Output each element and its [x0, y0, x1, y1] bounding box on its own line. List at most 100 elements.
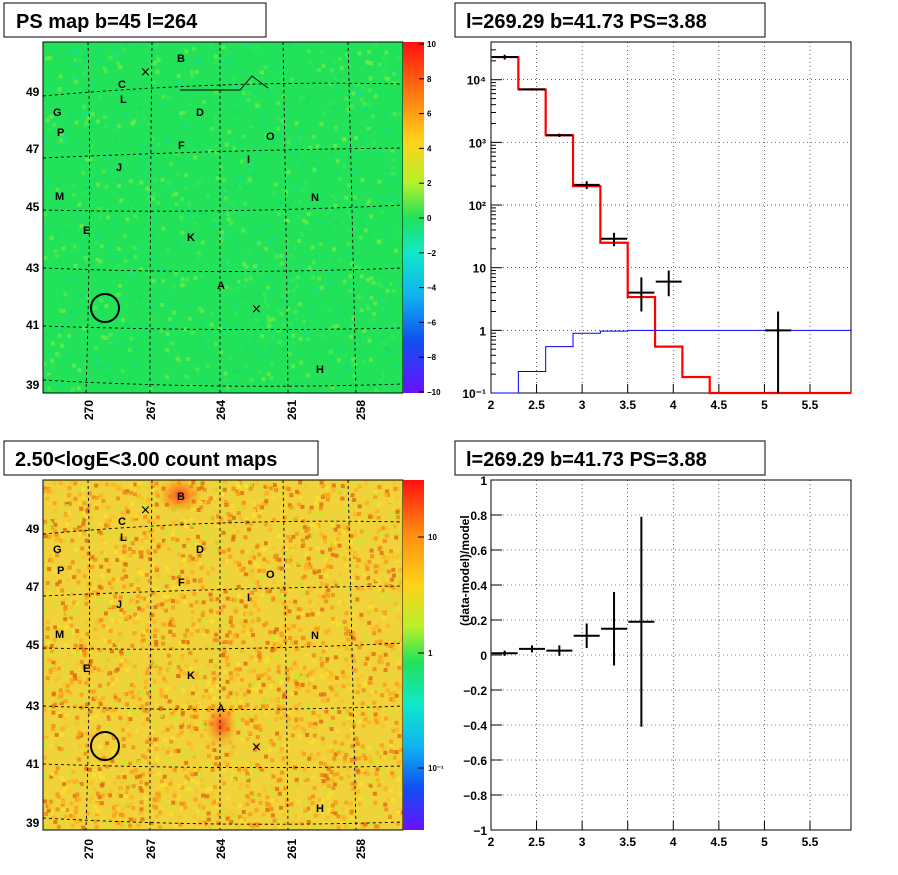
- map-pixel: [63, 715, 68, 720]
- map-pixel: [332, 279, 336, 283]
- map-pixel: [132, 620, 137, 625]
- map-pixel: [321, 779, 326, 783]
- map-pixel: [97, 698, 102, 703]
- map-pixel: [283, 657, 288, 661]
- map-pixel: [369, 548, 374, 553]
- map-pixel: [229, 752, 234, 757]
- map-pixel: [335, 159, 340, 164]
- map-pixel: [72, 212, 77, 217]
- map-pixel: [263, 292, 268, 297]
- map-pixel: [89, 659, 94, 664]
- map-pixel: [161, 94, 166, 99]
- map-pixel: [86, 114, 91, 119]
- map-pixel: [279, 65, 284, 70]
- map-pixel: [194, 625, 199, 630]
- map-pixel: [223, 499, 228, 504]
- map-pixel: [61, 309, 66, 313]
- map-pixel: [336, 750, 341, 755]
- map-pixel: [172, 585, 176, 590]
- map-pixel: [186, 580, 191, 584]
- map-pixel: [298, 382, 303, 387]
- map-pixel: [180, 113, 185, 118]
- map-pixel: [317, 594, 322, 598]
- map-pixel: [172, 793, 177, 798]
- map-pixel: [146, 271, 151, 276]
- map-pixel: [335, 374, 340, 379]
- map-pixel: [145, 628, 150, 633]
- map-pixel: [199, 273, 204, 278]
- map-pixel: [319, 50, 324, 55]
- map-pixel: [148, 387, 153, 392]
- map-pixel: [335, 729, 340, 734]
- map-pixel: [236, 584, 241, 589]
- map-pixel: [141, 753, 145, 758]
- count-map-lat-axis: 49 47 45 43 41 39: [26, 522, 40, 830]
- map-pixel: [115, 820, 120, 825]
- map-pixel: [81, 170, 86, 175]
- map-pixel: [363, 228, 368, 233]
- map-pixel: [52, 123, 57, 128]
- map-pixel: [389, 202, 394, 207]
- map-pixel: [298, 130, 303, 134]
- ps-colorbar-label: 0: [427, 214, 432, 223]
- map-pixel: [164, 758, 169, 763]
- map-pixel: [204, 214, 209, 219]
- map-pixel: [97, 795, 102, 800]
- map-pixel: [59, 747, 64, 752]
- map-pixel: [332, 247, 336, 252]
- map-pixel: [93, 695, 98, 700]
- map-pixel: [365, 656, 370, 661]
- map-pixel: [346, 107, 351, 112]
- map-pixel: [272, 630, 277, 635]
- map-pixel: [208, 592, 213, 597]
- map-pixel: [288, 561, 293, 566]
- map-pixel: [334, 675, 339, 680]
- map-pixel: [353, 533, 358, 537]
- map-pixel: [182, 110, 187, 115]
- map-pixel: [340, 807, 345, 812]
- map-pixel: [181, 688, 186, 693]
- map-pixel: [198, 597, 203, 602]
- map-pixel: [62, 782, 67, 787]
- map-pixel: [63, 292, 68, 297]
- map-pixel: [195, 144, 200, 149]
- map-pixel: [362, 540, 367, 545]
- map-pixel: [284, 660, 289, 665]
- map-pixel: [84, 259, 89, 264]
- map-pixel: [282, 711, 287, 716]
- lon-tick: 258: [354, 839, 368, 859]
- map-pixel: [349, 809, 354, 814]
- map-pixel: [202, 675, 207, 680]
- map-pixel: [75, 602, 80, 607]
- map-pixel: [342, 80, 347, 85]
- map-pixel: [48, 799, 53, 804]
- map-pixel: [103, 745, 108, 750]
- map-pixel: [76, 645, 81, 650]
- map-pixel: [176, 665, 181, 670]
- map-pixel: [308, 723, 312, 728]
- map-pixel: [231, 537, 236, 542]
- map-pixel: [361, 105, 366, 110]
- map-pixel: [221, 530, 226, 535]
- map-pixel: [286, 584, 291, 588]
- map-pixel: [163, 744, 168, 749]
- map-pixel: [268, 527, 273, 532]
- map-pixel: [393, 248, 398, 253]
- x-tick-label: 2.5: [528, 398, 545, 412]
- map-pixel: [235, 380, 240, 385]
- map-pixel: [232, 634, 237, 639]
- map-pixel: [349, 534, 354, 539]
- map-pixel: [307, 689, 312, 693]
- map-pixel: [53, 569, 58, 574]
- map-pixel: [115, 805, 120, 810]
- map-pixel: [371, 761, 376, 766]
- map-pixel: [385, 526, 390, 531]
- map-pixel: [247, 669, 252, 674]
- map-pixel: [384, 807, 389, 812]
- map-pixel: [78, 531, 83, 536]
- map-pixel: [216, 622, 221, 627]
- map-pixel: [196, 773, 201, 778]
- map-pixel: [277, 557, 282, 562]
- map-pixel: [397, 654, 402, 659]
- map-pixel: [375, 323, 380, 328]
